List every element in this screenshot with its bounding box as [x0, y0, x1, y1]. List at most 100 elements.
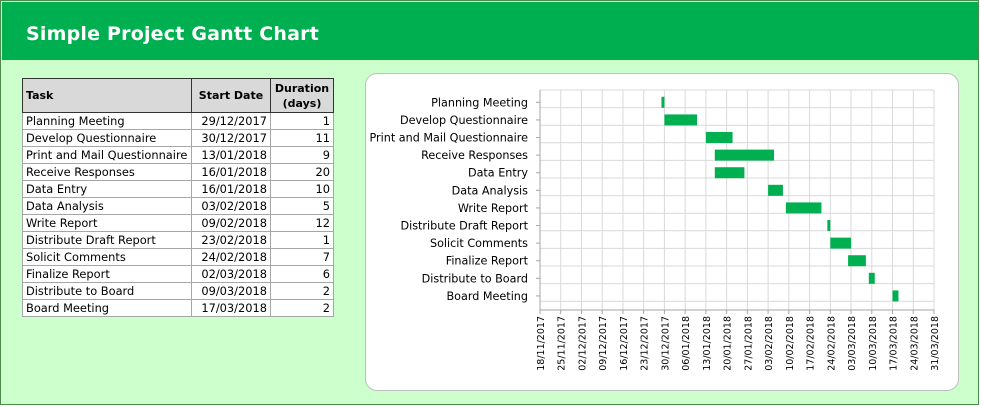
table-row: Data Analysis 03/02/2018 5 [22, 197, 334, 215]
start-date-cell[interactable]: 23/02/2018 [191, 231, 271, 249]
header-duration-line2: (days) [282, 96, 322, 110]
y-tick-label: Solicit Comments [430, 237, 528, 250]
y-tick-label: Develop Questionnaire [400, 114, 528, 127]
gantt-bar[interactable] [664, 114, 698, 126]
y-tick-label: Planning Meeting [431, 96, 528, 109]
start-date-cell[interactable]: 16/01/2018 [191, 163, 271, 181]
header-duration[interactable]: Duration (days) [270, 78, 334, 113]
x-tick-label: 02/12/2017 [577, 316, 588, 371]
x-tick-label: 30/12/2017 [660, 316, 671, 371]
duration-cell[interactable]: 12 [270, 214, 334, 232]
duration-cell[interactable]: 11 [270, 129, 334, 147]
page-title: Simple Project Gantt Chart [26, 23, 319, 45]
header-task[interactable]: Task [22, 78, 192, 113]
start-date-cell[interactable]: 24/02/2018 [191, 248, 271, 266]
gantt-chart-panel[interactable]: Planning Meeting Develop Questionnaire Pri… [365, 73, 959, 391]
duration-cell[interactable]: 2 [270, 299, 334, 317]
x-tick-label: 09/12/2017 [598, 316, 609, 371]
task-cell[interactable]: Data Analysis [22, 197, 192, 215]
gantt-bar[interactable] [827, 220, 831, 232]
table-row: Planning Meeting 29/12/2017 1 [22, 112, 334, 130]
task-cell[interactable]: Print and Mail Questionnaire [22, 146, 192, 164]
x-tick-label: 23/12/2017 [640, 316, 651, 371]
table-header-row: Task Start Date Duration (days) [22, 78, 334, 113]
x-tick-label: 17/03/2018 [889, 316, 900, 371]
table-row: Receive Responses 16/01/2018 20 [22, 163, 334, 181]
duration-cell[interactable]: 5 [270, 197, 334, 215]
duration-cell[interactable]: 7 [270, 248, 334, 266]
duration-cell[interactable]: 6 [270, 265, 334, 283]
start-date-cell[interactable]: 30/12/2017 [191, 129, 271, 147]
start-date-cell[interactable]: 29/12/2017 [191, 112, 271, 130]
gantt-bar[interactable] [868, 272, 875, 284]
y-tick-label: Board Meeting [446, 290, 528, 303]
start-date-cell[interactable]: 09/03/2018 [191, 282, 271, 300]
start-date-cell[interactable]: 13/01/2018 [191, 146, 271, 164]
y-tick-label: Write Report [458, 202, 529, 215]
start-date-cell[interactable]: 17/03/2018 [191, 299, 271, 317]
header-start-date[interactable]: Start Date [191, 78, 271, 113]
gantt-bar[interactable] [714, 149, 775, 161]
table-row: Finalize Report 02/03/2018 6 [22, 265, 334, 283]
gantt-chart: Planning Meeting Develop Questionnaire Pri… [369, 89, 941, 371]
y-tick-label: Data Analysis [452, 184, 529, 197]
start-date-cell[interactable]: 03/02/2018 [191, 197, 271, 215]
task-cell[interactable]: Finalize Report [22, 265, 192, 283]
x-tick-label: 06/01/2018 [681, 316, 692, 371]
table-row: Distribute Draft Report 23/02/2018 1 [22, 231, 334, 249]
x-tick-label: 18/11/2017 [536, 316, 547, 371]
gantt-bar[interactable] [768, 184, 783, 196]
x-tick-label: 27/01/2018 [743, 316, 754, 371]
task-cell[interactable]: Write Report [22, 214, 192, 232]
task-cell[interactable]: Planning Meeting [22, 112, 192, 130]
table-row: Solicit Comments 24/02/2018 7 [22, 248, 334, 266]
table-row: Distribute to Board 09/03/2018 2 [22, 282, 334, 300]
y-tick-label: Receive Responses [421, 149, 528, 162]
duration-cell[interactable]: 20 [270, 163, 334, 181]
x-tick-label: 10/02/2018 [785, 316, 796, 371]
y-tick-label: Distribute to Board [422, 272, 528, 285]
task-table: Task Start Date Duration (days) Planning … [22, 78, 334, 317]
duration-cell[interactable]: 1 [270, 112, 334, 130]
start-date-cell[interactable]: 16/01/2018 [191, 180, 271, 198]
x-tick-label: 24/02/2018 [826, 316, 837, 371]
start-date-cell[interactable]: 02/03/2018 [191, 265, 271, 283]
x-tick-label: 10/03/2018 [868, 316, 879, 371]
gantt-bar[interactable] [892, 290, 899, 302]
x-tick-label: 25/11/2017 [557, 316, 568, 371]
gantt-bar[interactable] [661, 96, 665, 108]
table-body: Planning Meeting 29/12/2017 1 Develop Quest… [22, 112, 334, 317]
gantt-bar[interactable] [705, 132, 733, 144]
task-cell[interactable]: Distribute Draft Report [22, 231, 192, 249]
gantt-bar[interactable] [848, 255, 866, 267]
gantt-bar[interactable] [714, 167, 745, 179]
x-tick-label: 13/01/2018 [702, 316, 713, 371]
duration-cell[interactable]: 9 [270, 146, 334, 164]
gantt-bar[interactable] [785, 202, 822, 214]
table-row: Write Report 09/02/2018 12 [22, 214, 334, 232]
y-tick-label: Data Entry [468, 167, 528, 180]
header-banner: Simple Project Gantt Chart [2, 2, 978, 60]
header-duration-line1: Duration [274, 81, 330, 95]
duration-cell[interactable]: 2 [270, 282, 334, 300]
x-tick-label: 03/03/2018 [847, 316, 858, 371]
x-tick-label: 03/02/2018 [764, 316, 775, 371]
task-cell[interactable]: Receive Responses [22, 163, 192, 181]
plot-area: Planning Meeting Develop Questionnaire Pri… [369, 89, 941, 371]
task-cell[interactable]: Develop Questionnaire [22, 129, 192, 147]
table-row: Data Entry 16/01/2018 10 [22, 180, 334, 198]
gantt-bar[interactable] [830, 237, 852, 249]
duration-cell[interactable]: 10 [270, 180, 334, 198]
table-row: Print and Mail Questionnaire 13/01/2018 9 [22, 146, 334, 164]
x-tick-label: 31/03/2018 [930, 316, 941, 371]
start-date-cell[interactable]: 09/02/2018 [191, 214, 271, 232]
task-cell[interactable]: Solicit Comments [22, 248, 192, 266]
table-row: Develop Questionnaire 30/12/2017 11 [22, 129, 334, 147]
duration-cell[interactable]: 1 [270, 231, 334, 249]
x-tick-label: 24/03/2018 [909, 316, 920, 371]
task-cell[interactable]: Board Meeting [22, 299, 192, 317]
task-cell[interactable]: Data Entry [22, 180, 192, 198]
task-cell[interactable]: Distribute to Board [22, 282, 192, 300]
y-tick-label: Print and Mail Questionnaire [369, 132, 528, 145]
